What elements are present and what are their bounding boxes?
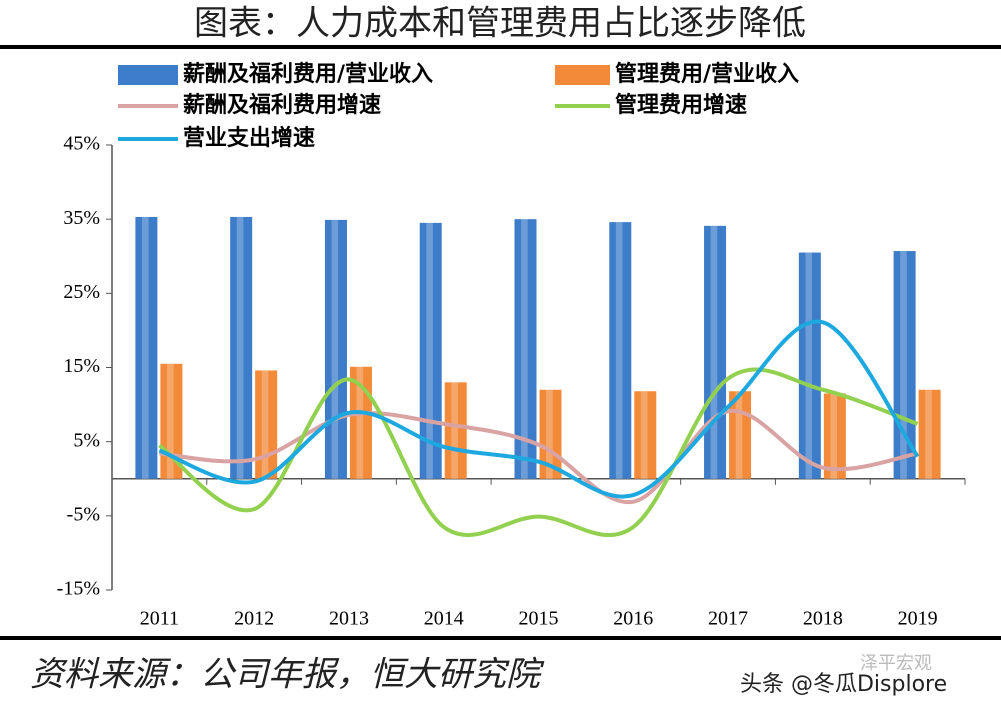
y-tick-label: -15% — [57, 578, 100, 600]
bar-shine — [900, 251, 907, 479]
bar-shine — [451, 382, 458, 479]
bar-shine — [331, 219, 339, 479]
y-tick-label: 15% — [63, 355, 100, 377]
bar-shine — [805, 252, 813, 479]
bar-shine — [830, 393, 838, 479]
chart-title: 图表：人力成本和管理费用占比逐步降低 — [194, 4, 806, 44]
bar-shine — [166, 363, 174, 479]
x-tick-label: 2017 — [708, 608, 748, 630]
y-tick-label: -5% — [67, 503, 100, 525]
legend-label: 薪酬及福利费用增速 — [183, 92, 381, 118]
bar — [609, 222, 632, 479]
x-tick-label: 2015 — [519, 608, 559, 630]
x-tick-label: 2012 — [234, 608, 274, 630]
bar-shine — [546, 389, 553, 479]
y-tick-label: 45% — [63, 133, 100, 155]
bar-shine — [615, 222, 623, 479]
bar-shine — [141, 216, 149, 479]
source: 资料来源：公司年报，恒大研究院 — [30, 655, 545, 695]
legend-label: 管理费用增速 — [615, 92, 747, 118]
x-tick-label: 2019 — [898, 608, 938, 630]
bar-shine — [925, 389, 932, 479]
bottom-rule — [0, 636, 1001, 640]
bar-shine — [735, 391, 743, 479]
bar-shine — [521, 219, 528, 479]
watermark: 头条 @冬瓜Displore — [740, 672, 947, 697]
bar-shine — [356, 366, 364, 479]
x-tick-label: 2016 — [613, 608, 653, 630]
bar — [514, 219, 537, 479]
legend-swatch — [118, 65, 178, 85]
bar-shine — [261, 370, 269, 479]
bar — [634, 391, 657, 479]
bar-shine — [236, 216, 244, 479]
bar — [823, 393, 846, 479]
bar — [798, 252, 821, 479]
y-tick-label: 25% — [63, 281, 100, 303]
bar-shine — [426, 222, 433, 479]
y-tick-label: 5% — [73, 429, 100, 451]
top-rule — [0, 45, 1001, 49]
legend-label: 营业支出增速 — [183, 125, 315, 151]
bar-shine — [710, 225, 718, 479]
x-tick-label: 2011 — [140, 608, 179, 630]
bar — [230, 216, 253, 479]
bar-shine — [640, 391, 648, 479]
bar — [444, 382, 467, 479]
watermark: 泽平宏观 — [860, 653, 932, 674]
x-tick-label: 2018 — [803, 608, 843, 630]
x-tick-label: 2013 — [329, 608, 369, 630]
legend-label: 薪酬及福利费用/营业收入 — [183, 61, 433, 87]
line — [159, 409, 918, 505]
line — [158, 319, 920, 499]
x-tick-label: 2014 — [424, 608, 464, 630]
bar — [135, 216, 158, 479]
bar — [918, 389, 941, 479]
bar — [419, 222, 442, 479]
y-tick-label: 35% — [63, 207, 100, 229]
legend-swatch — [555, 65, 610, 85]
line — [158, 367, 919, 538]
legend-label: 管理费用/营业收入 — [615, 61, 799, 87]
